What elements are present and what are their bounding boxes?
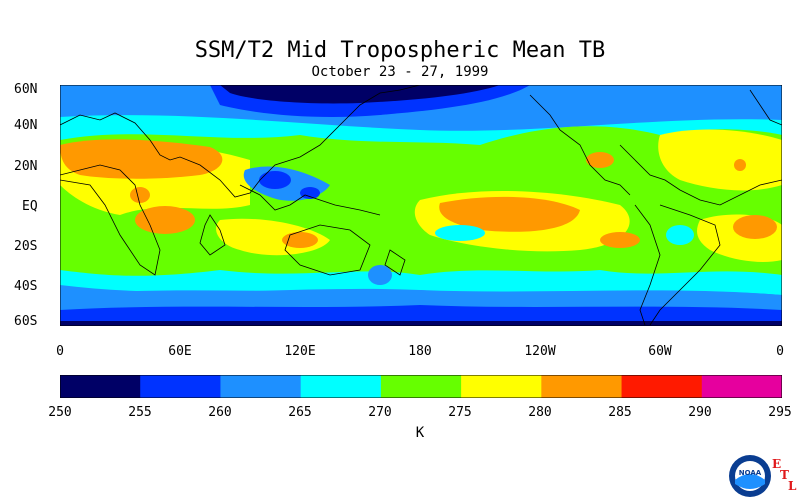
coastline-australia	[284, 224, 371, 276]
region-275-280-atlantic	[658, 129, 782, 191]
colorbar-tick-290: 290	[688, 405, 712, 420]
coastline-s-america-west	[634, 204, 661, 326]
region-280-285-atlantic-small	[734, 159, 746, 171]
lon-label-120e: 120E	[284, 344, 316, 359]
chart-title: SSM/T2 Mid Tropospheric Mean TB	[194, 38, 606, 63]
region-265-270-andes	[666, 225, 694, 245]
lon-label-60e: 60E	[168, 344, 192, 359]
region-280-285-gulf	[130, 187, 150, 203]
colorbar-units: K	[415, 425, 425, 441]
etl-letter-e: E	[772, 457, 782, 471]
region-260-265-south	[60, 290, 782, 310]
region-280-285-australia	[282, 232, 318, 248]
lat-label-20s: 20S	[14, 239, 38, 254]
coastline-africa	[60, 164, 161, 276]
region-260-265-tasman	[368, 265, 392, 285]
colorbar-tick-270: 270	[368, 405, 392, 420]
noaa-logo: NOAA	[729, 455, 771, 497]
region-250-255-north	[220, 85, 500, 104]
lat-label-eq: EQ	[22, 199, 38, 214]
lon-label-60w: 60W	[648, 344, 672, 359]
region-280-285-s-atlantic	[733, 215, 777, 239]
coastline-n-america-east	[619, 144, 782, 206]
colorbar-swatch-255	[140, 375, 221, 398]
colorbar-tick-255: 255	[128, 405, 152, 420]
region-250-255-south	[60, 321, 782, 326]
chart-subtitle: October 23 - 27, 1999	[311, 64, 489, 80]
colorbar-swatch-270	[380, 375, 462, 398]
region-280-285-pacific	[439, 196, 580, 232]
lon-label-120w: 120W	[524, 344, 556, 359]
colorbar-swatch-275	[461, 375, 542, 398]
coastline-indonesia	[239, 184, 381, 216]
region-255-260-warmpool-2	[300, 187, 320, 199]
colorbar-swatch-260	[220, 375, 302, 398]
colorbar-swatch-290	[701, 375, 782, 398]
colorbar-swatch-250	[60, 375, 141, 398]
colorbar	[60, 375, 782, 398]
coastline-s-america-east	[649, 204, 721, 326]
coastline-eurasia	[60, 85, 421, 198]
region-280-285-mexico	[586, 152, 614, 168]
region-280-285-s-america	[600, 232, 640, 248]
coastlines	[60, 85, 782, 326]
etl-letter-t: T	[780, 468, 789, 482]
svg-text:NOAA: NOAA	[739, 469, 762, 477]
etl-letter-l: L	[788, 479, 797, 493]
lat-label-60s: 60S	[14, 314, 38, 329]
colorbar-tick-260: 260	[208, 405, 232, 420]
lat-label-40n: 40N	[14, 118, 38, 133]
colorbar-swatch-280	[541, 375, 623, 398]
colorbar-tick-275: 275	[448, 405, 472, 420]
lat-label-60n: 60N	[14, 82, 38, 97]
region-280-285-s-africa	[135, 206, 195, 234]
lat-label-40s: 40S	[14, 279, 38, 294]
colorbar-tick-250: 250	[48, 405, 72, 420]
colorbar-tick-295: 295	[768, 405, 792, 420]
region-280-285-sahara	[60, 139, 223, 179]
region-255-260-warmpool	[259, 171, 291, 189]
lat-label-20n: 20N	[14, 159, 38, 174]
contour-regions	[60, 85, 782, 326]
colorbar-tick-265: 265	[288, 405, 312, 420]
lon-label-180: 180	[408, 344, 432, 359]
coastline-madagascar	[199, 214, 226, 256]
colorbar-tick-280: 280	[528, 405, 552, 420]
coastline-n-america-west	[529, 94, 631, 196]
lon-label-0: 0	[56, 344, 64, 359]
coastline-new-zealand	[384, 249, 406, 276]
colorbar-swatch-285	[621, 375, 703, 398]
colorbar-tick-285: 285	[608, 405, 632, 420]
region-265-270-s-pacific	[435, 225, 485, 241]
colorbar-swatch-265	[300, 375, 382, 398]
coastline-europe-west	[749, 89, 782, 126]
tb-contour-map	[60, 85, 782, 326]
lon-label-0-end: 0	[776, 344, 784, 359]
